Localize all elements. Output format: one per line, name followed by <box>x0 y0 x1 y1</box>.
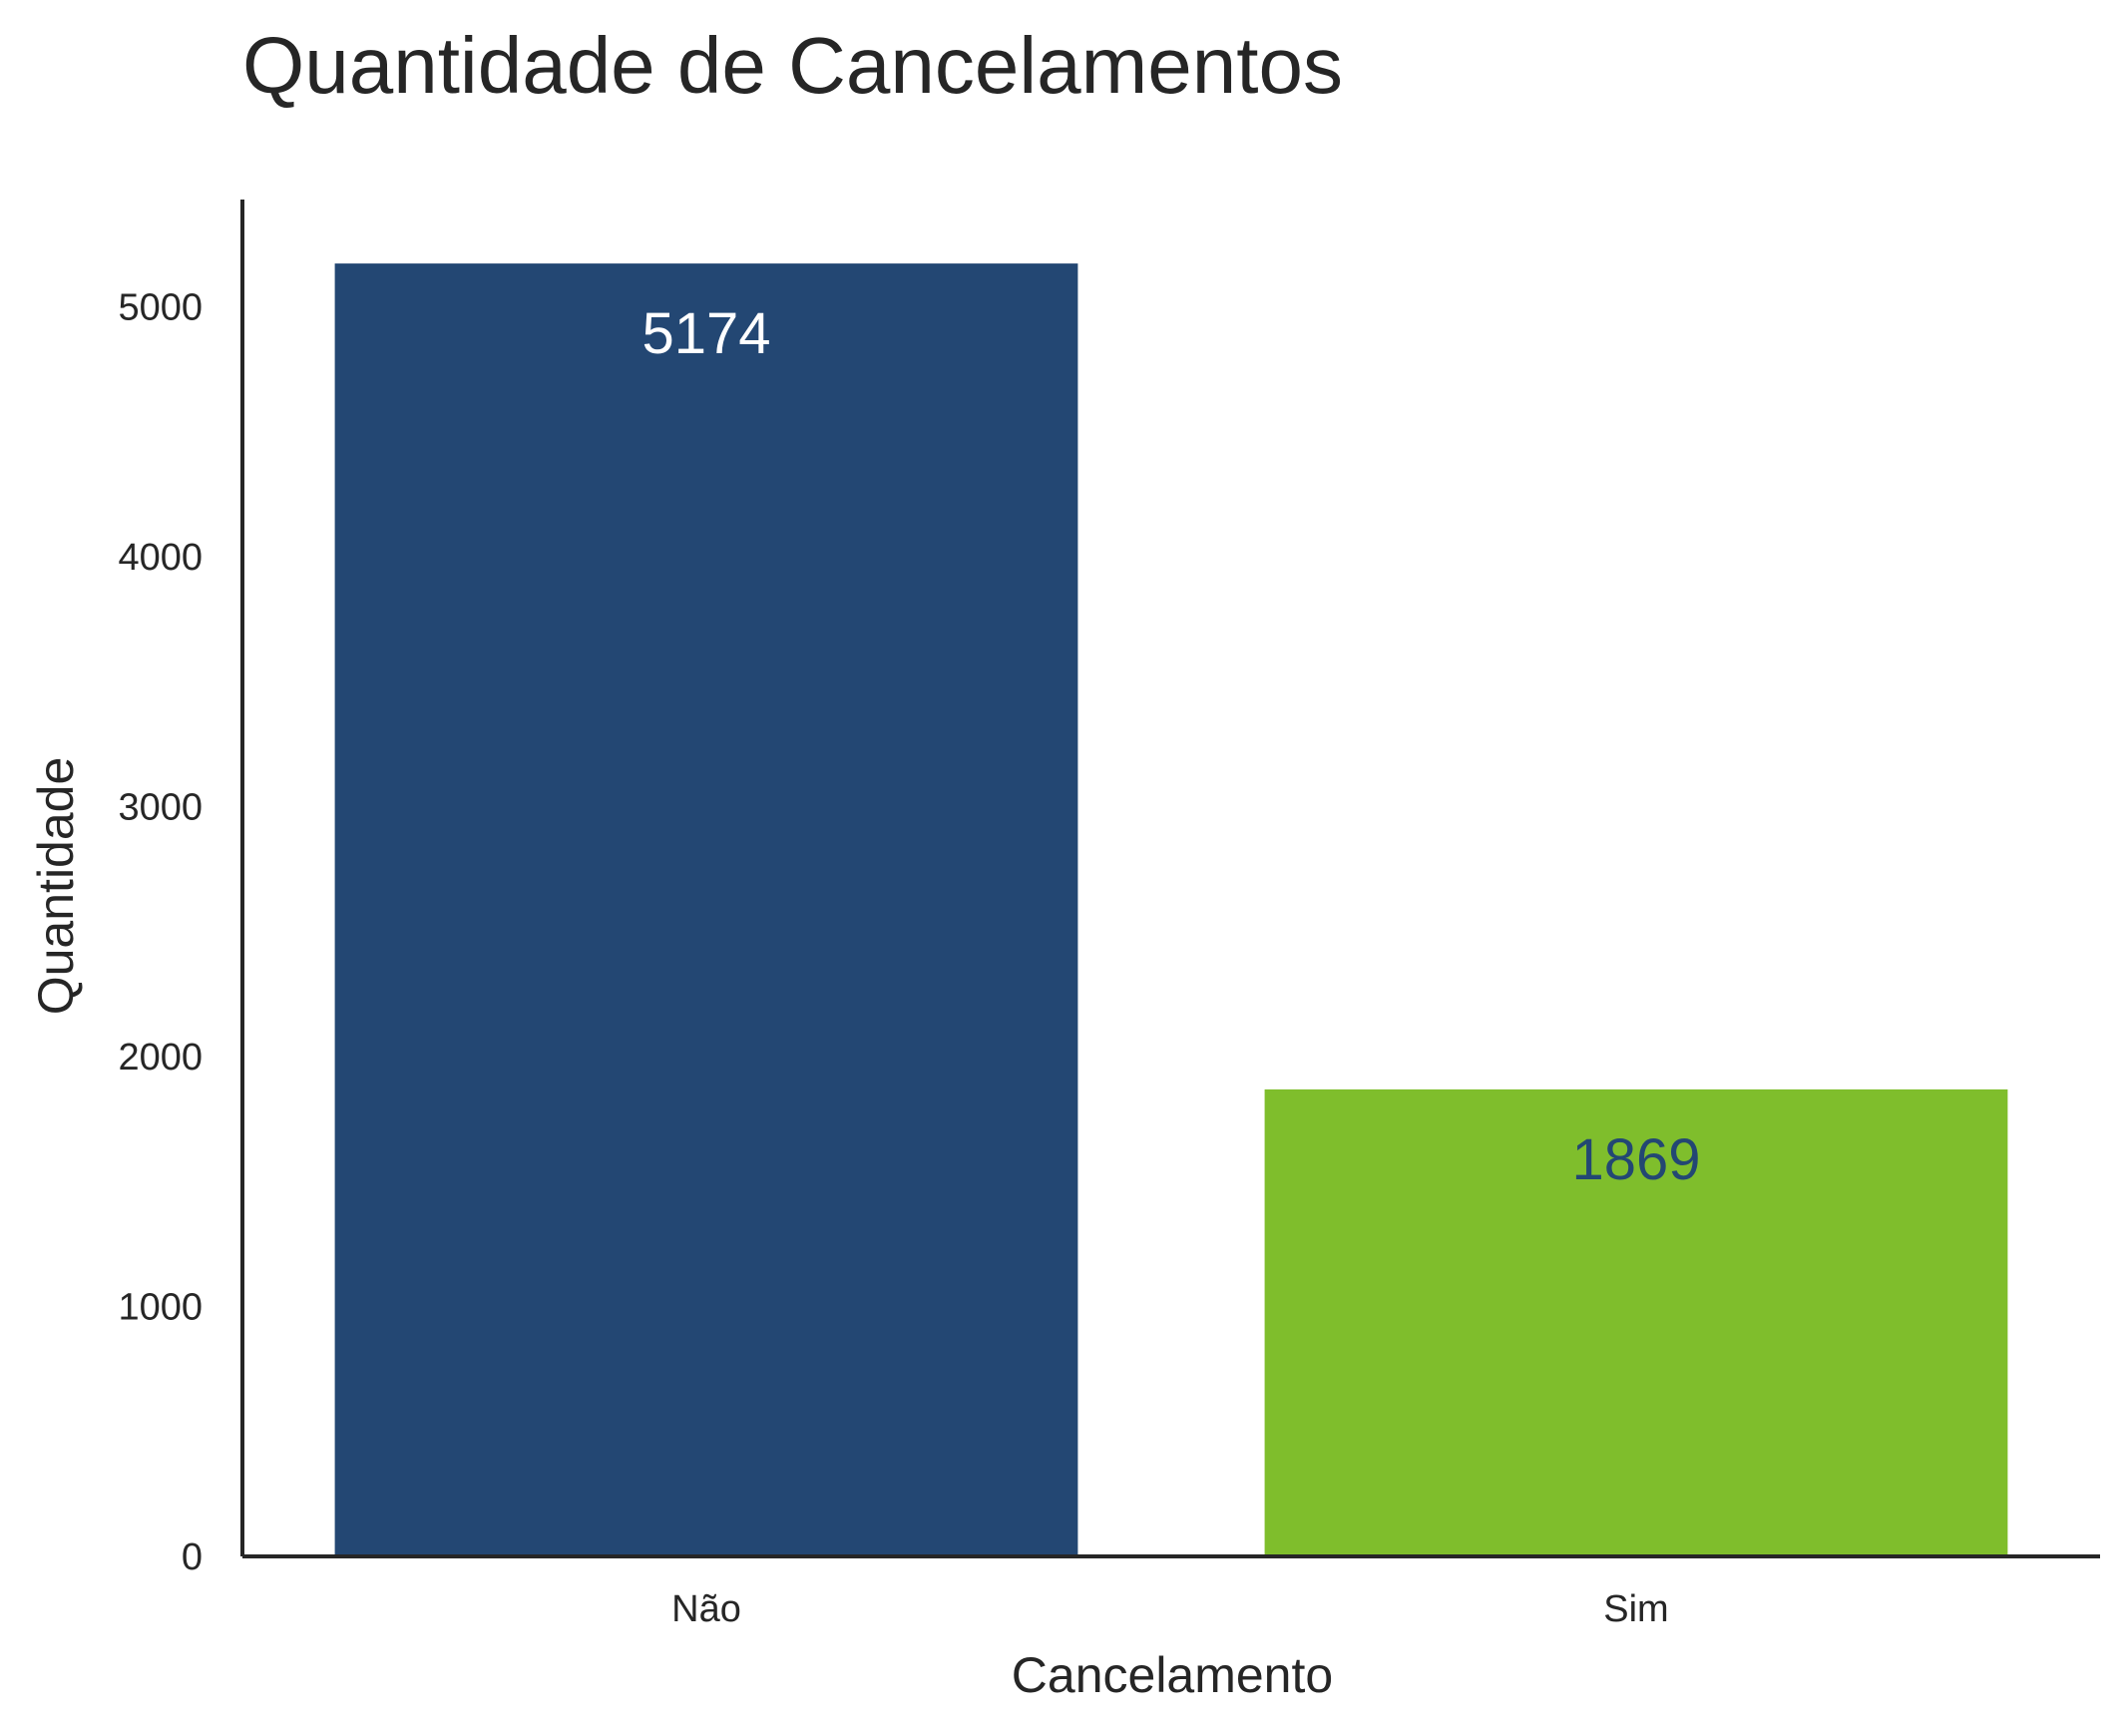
chart-title: Quantidade de Cancelamentos <box>242 21 1343 110</box>
y-tick-label-6: 5000 <box>118 287 203 329</box>
x-tick-label-1: Não <box>671 1588 741 1630</box>
data-label-2: 1869 <box>1571 1127 1700 1192</box>
x-tick-label-2: Sim <box>1603 1588 1668 1630</box>
y-axis-title: Quantidade <box>28 757 84 1016</box>
y-tick-label-4: 3000 <box>118 787 203 829</box>
data-labels-group: 5174 1869 <box>641 301 1700 1192</box>
data-label-1: 5174 <box>641 301 770 366</box>
bars-group <box>334 263 2008 1556</box>
y-tick-label-5: 4000 <box>118 537 203 579</box>
x-axis-title: Cancelamento <box>1012 1647 1333 1703</box>
y-ticks-group: 0 1000 2000 3000 4000 5000 <box>118 287 203 1578</box>
bar-1 <box>334 263 1078 1556</box>
bar-2 <box>1264 1088 2008 1556</box>
x-ticks-group: Não Sim <box>671 1588 1669 1630</box>
y-tick-label-1: 0 <box>182 1536 203 1578</box>
y-tick-label-3: 2000 <box>118 1037 203 1079</box>
y-tick-label-2: 1000 <box>118 1287 203 1329</box>
